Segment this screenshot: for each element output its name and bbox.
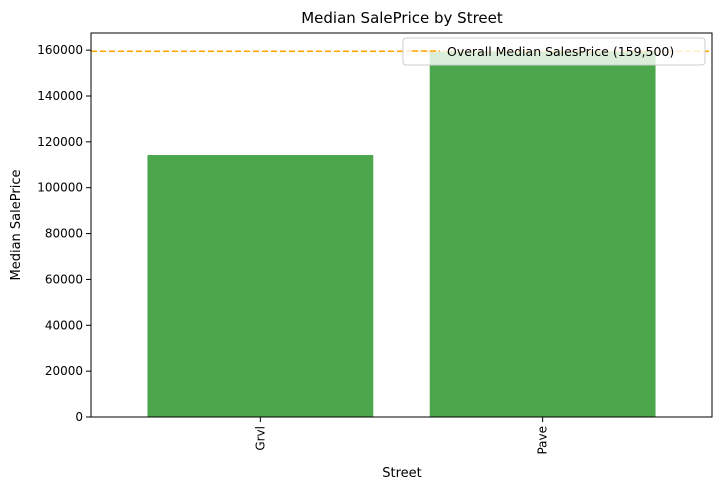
plot-frame bbox=[90, 32, 713, 418]
x-axis-label: Street bbox=[382, 466, 422, 481]
y-tick-label: 60000 bbox=[45, 272, 83, 286]
bar-grvl bbox=[147, 155, 374, 417]
y-tick-label: 160000 bbox=[37, 43, 83, 57]
y-tick-label: 100000 bbox=[37, 181, 83, 195]
x-tick-label: Grvl bbox=[253, 426, 267, 451]
y-tick-label: 0 bbox=[75, 410, 83, 424]
bar-pave bbox=[429, 51, 656, 418]
x-tick-label: Pave bbox=[536, 426, 550, 455]
legend-box bbox=[402, 37, 706, 66]
bars-group bbox=[147, 51, 656, 418]
y-axis-label: Median SalePrice bbox=[9, 170, 24, 281]
x-axis-ticks: Grvl Pave bbox=[253, 417, 550, 455]
legend: Overall Median SalesPrice (159,500) bbox=[402, 37, 706, 66]
chart-title: Median SalePrice by Street bbox=[301, 9, 503, 27]
y-axis-ticks: 0 20000 40000 60000 80000 100000 120000 140000 1… bbox=[37, 43, 91, 424]
y-tick-label: 120000 bbox=[37, 135, 83, 149]
y-tick-label: 140000 bbox=[37, 89, 83, 103]
y-tick-label: 80000 bbox=[45, 227, 83, 241]
y-tick-label: 40000 bbox=[45, 318, 83, 332]
legend-label: Overall Median SalesPrice (159,500) bbox=[447, 44, 674, 59]
y-tick-label: 20000 bbox=[45, 364, 83, 378]
